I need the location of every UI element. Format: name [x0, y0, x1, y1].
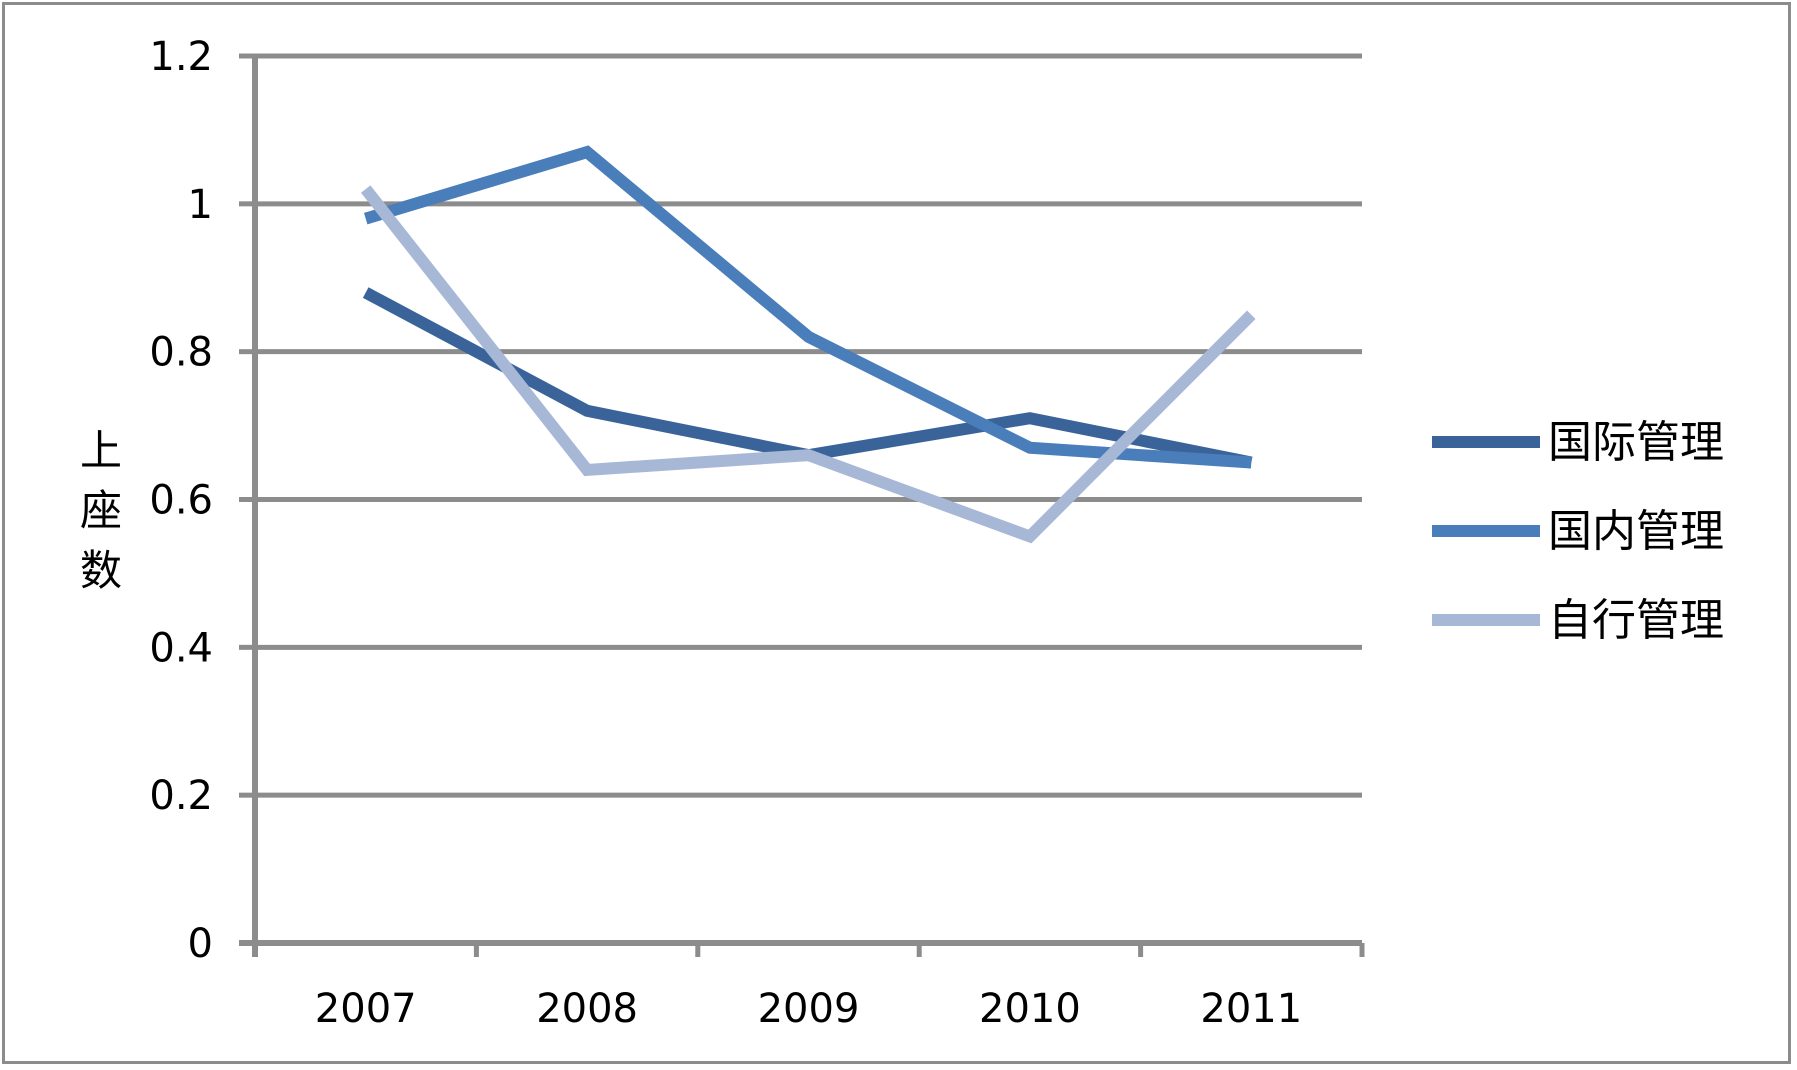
y-tick-label: 1.2 [149, 34, 213, 80]
x-tick-label: 2007 [315, 986, 417, 1032]
series-line [362, 287, 1253, 469]
y-tick-label: 0 [188, 921, 213, 967]
y-axis-label-char: 上 [80, 426, 122, 475]
x-tick-label: 2011 [1200, 986, 1302, 1032]
y-axis-label-char: 座 [80, 486, 122, 535]
y-tick-label: 0.2 [149, 773, 213, 819]
y-axis-label: 上座数 [80, 426, 122, 595]
y-tick-label: 0.8 [149, 330, 213, 376]
y-tick-label: 0.4 [149, 625, 213, 671]
x-tick-labels: 2007 2008 2009 2010 2011 [315, 986, 1302, 1032]
x-tick-label: 2009 [758, 986, 860, 1032]
series-line [363, 145, 1252, 469]
y-tick-label: 0.6 [149, 478, 213, 524]
x-tick-label: 2008 [536, 986, 638, 1032]
legend-label: 自行管理 [1548, 595, 1724, 646]
axes [239, 53, 1365, 957]
legend-label: 国内管理 [1548, 506, 1724, 557]
y-tick-label: 1 [188, 182, 213, 228]
y-tick-labels: 0 0.2 0.4 0.6 0.8 1 1.2 [149, 34, 213, 967]
x-tick-label: 2010 [979, 986, 1081, 1032]
series-lines [360, 145, 1256, 544]
gridlines [255, 53, 1362, 798]
legend-label: 国际管理 [1548, 417, 1724, 468]
series-line [360, 185, 1256, 544]
y-axis-label-char: 数 [80, 546, 122, 595]
